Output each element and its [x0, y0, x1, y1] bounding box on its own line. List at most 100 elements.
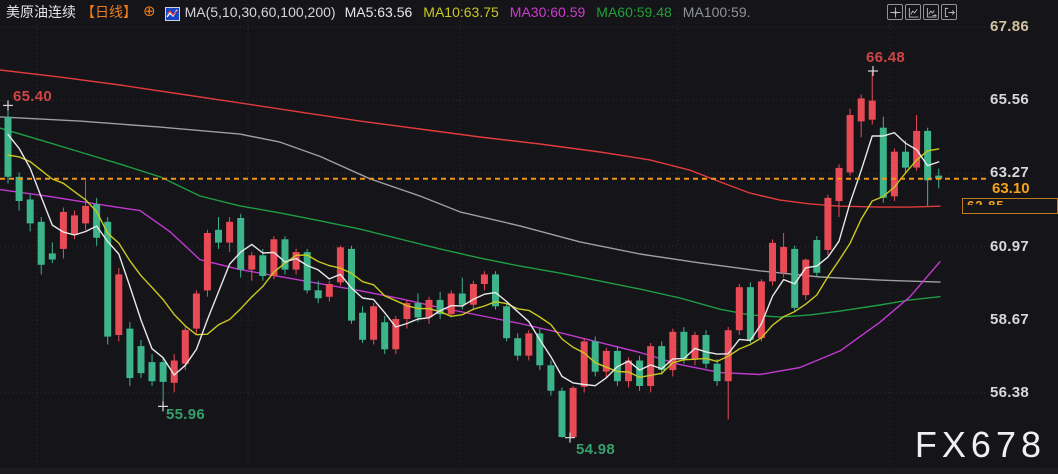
ma10-line — [7, 148, 940, 378]
candle-body — [137, 346, 145, 374]
time-axis-strip — [0, 468, 1058, 474]
candle-body — [658, 346, 666, 370]
candle-body — [82, 205, 90, 224]
candle-body — [746, 287, 754, 340]
candle-body — [104, 221, 112, 337]
price-annotation: 55.96 — [166, 406, 206, 423]
candle-body — [336, 247, 344, 283]
ma-value-label[interactable]: MA5:63.56 — [344, 4, 413, 20]
candle-body — [702, 335, 710, 364]
candle-body — [15, 176, 23, 201]
candle-body — [93, 204, 101, 238]
exit-icon[interactable] — [941, 4, 957, 20]
axis-tick-label: 65.56 — [990, 91, 1030, 109]
candle-body — [669, 331, 677, 371]
symbol-title: 美原油连续 — [6, 4, 76, 20]
candle-body — [846, 115, 854, 173]
price-annotation: 66.48 — [866, 49, 906, 66]
candle-body — [436, 299, 444, 315]
chart-toolbar — [887, 4, 957, 20]
candle-body — [480, 274, 488, 284]
ma200-line — [0, 69, 941, 208]
candle-body — [890, 151, 898, 197]
candle-body — [159, 362, 167, 382]
candle-body — [192, 293, 200, 329]
price-annotation: 65.40 — [13, 88, 53, 105]
ma-value-label[interactable]: MA100:59. — [682, 4, 751, 20]
candle-body — [735, 287, 743, 331]
candle-body — [813, 240, 821, 273]
candle-body — [303, 252, 311, 291]
axis-tick-label: 58.67 — [990, 310, 1030, 328]
ma-values-row: MA5:63.56 MA10:63.75 MA30:60.59 MA60:59.48 M… — [345, 1, 751, 23]
candle-body — [647, 346, 655, 386]
candle-body — [381, 322, 389, 350]
candle-body — [71, 215, 78, 235]
candle-body — [126, 328, 134, 378]
price-annotation: 54.98 — [576, 441, 616, 458]
add-indicator-icon[interactable]: ⊕ — [143, 3, 156, 20]
candle-body — [325, 284, 333, 297]
candle-body — [348, 248, 355, 321]
candle-body — [26, 199, 34, 224]
candle-body — [680, 331, 688, 359]
candle-body — [547, 365, 555, 391]
candle-body — [536, 333, 544, 366]
candle-body — [237, 218, 245, 270]
candle-body — [181, 329, 189, 364]
candle-body — [591, 341, 599, 372]
candle-body — [580, 341, 588, 387]
chart-arrow-icon[interactable] — [923, 4, 939, 20]
candle-body — [525, 333, 533, 356]
ma5-line — [7, 131, 940, 387]
candle-body — [170, 360, 178, 383]
last-price-label: 63.10 — [990, 180, 1032, 197]
candle-body — [569, 387, 577, 437]
candle-body — [868, 100, 876, 120]
chart-axis-icon[interactable] — [905, 4, 921, 20]
candle-body — [879, 127, 887, 198]
candle-body — [780, 247, 788, 273]
candle-body — [59, 211, 67, 249]
clipped-price-value: 62.85 — [963, 199, 1057, 205]
candle-body — [492, 274, 499, 307]
candle-body — [281, 239, 289, 270]
candle-body — [248, 255, 256, 270]
candle-body — [215, 229, 222, 243]
candle-body — [924, 130, 932, 181]
candle-body — [314, 290, 322, 299]
clipped-price-label: 62.85 — [962, 198, 1058, 214]
crosshair-icon[interactable] — [887, 4, 903, 20]
candle-body — [115, 274, 123, 335]
candle-body — [226, 221, 234, 243]
candle-body — [48, 253, 56, 260]
candle-body — [835, 167, 843, 202]
candle-body — [403, 303, 411, 319]
ma30-line — [0, 188, 941, 376]
candle-body — [935, 175, 943, 179]
candle-body — [414, 303, 422, 318]
candle-body — [447, 293, 455, 315]
ma-value-label[interactable]: MA10:63.75 — [423, 4, 499, 20]
indicator-group-label[interactable]: MA(5,10,30,60,100,200) — [184, 4, 336, 20]
candle-body — [824, 197, 832, 250]
candle-body — [469, 284, 477, 305]
indicator-icon[interactable] — [164, 5, 180, 21]
ma60-line — [0, 127, 941, 318]
axis-tick-label: 56.38 — [990, 384, 1030, 401]
candle-body — [4, 116, 12, 177]
candle-body — [625, 360, 632, 382]
ma-value-label[interactable]: MA30:60.59 — [509, 4, 586, 20]
candle-body — [857, 98, 865, 122]
candle-body — [203, 233, 211, 291]
candle-body — [902, 151, 909, 168]
candle-body — [458, 293, 466, 305]
candle-body — [359, 312, 367, 340]
period-tag[interactable]: 【日线】 — [81, 4, 137, 20]
ma-value-label[interactable]: MA60:59.48 — [596, 4, 672, 20]
candle-body — [259, 255, 267, 276]
candle-body — [769, 242, 776, 282]
watermark: FX678 — [914, 424, 1046, 465]
